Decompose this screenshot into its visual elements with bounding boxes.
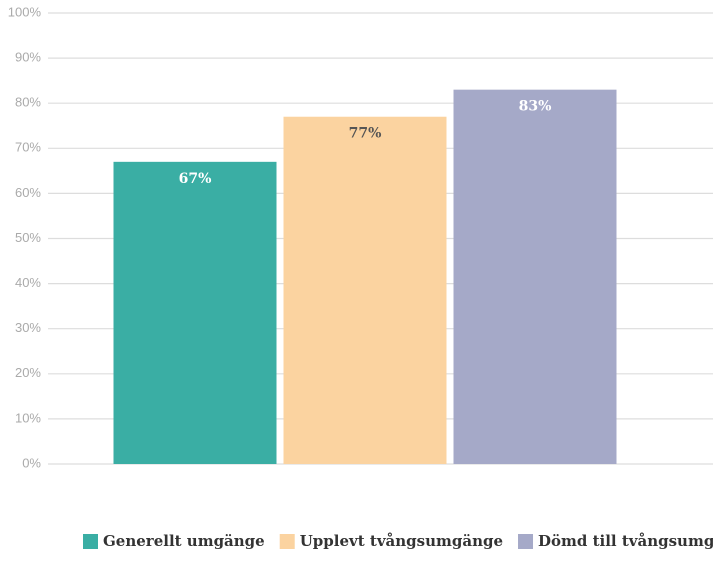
legend-label: Generellt umgänge	[103, 532, 265, 550]
value-label: 67%	[179, 171, 212, 187]
value-label: 77%	[349, 126, 382, 142]
bar	[283, 116, 447, 464]
y-tick-label: 50%	[15, 230, 41, 245]
bar	[453, 89, 617, 465]
y-tick-label: 40%	[15, 275, 41, 290]
y-tick-label: 30%	[15, 320, 41, 335]
y-tick-label: 80%	[15, 95, 41, 110]
legend-swatch	[83, 534, 98, 549]
legend-label: Upplevt tvångsumgänge	[300, 532, 503, 550]
y-tick-label: 70%	[15, 140, 41, 155]
legend-swatch	[518, 534, 534, 549]
value-label: 83%	[519, 99, 552, 115]
y-tick-label: 60%	[15, 185, 41, 200]
legend-label: Dömd till tvångsumgänge	[538, 532, 713, 550]
y-tick-label: 0%	[22, 455, 41, 470]
y-tick-label: 10%	[15, 410, 41, 425]
bar	[113, 161, 277, 464]
y-tick-label: 100%	[8, 4, 42, 19]
legend-swatch	[279, 534, 295, 549]
y-tick-label: 90%	[15, 50, 41, 65]
y-tick-label: 20%	[15, 365, 41, 380]
